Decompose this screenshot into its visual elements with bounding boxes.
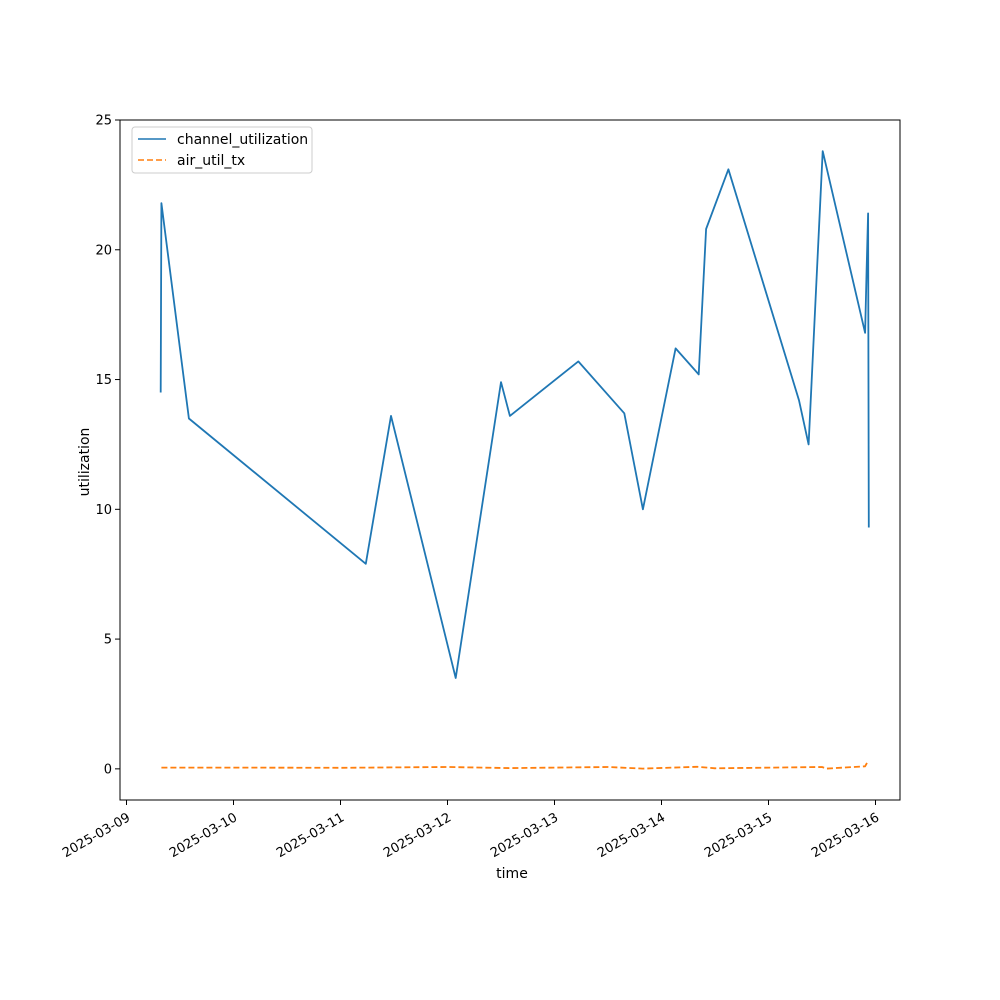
legend: channel_utilization air_util_tx [131, 126, 313, 174]
legend-label-air-util-tx: air_util_tx [177, 153, 245, 169]
y-tick-label: 10 [95, 503, 112, 518]
series-line-channel-utilization [159, 150, 870, 679]
y-tick-label: 15 [95, 373, 112, 388]
series-layer [159, 150, 870, 770]
legend-label-channel-utilization: channel_utilization [177, 132, 308, 148]
y-axis-label: utilization [77, 428, 93, 497]
y-axis: 0 5 10 15 20 25 [95, 114, 120, 777]
axes-frame [119, 119, 901, 801]
y-tick-label: 5 [104, 633, 112, 648]
y-tick-label: 25 [95, 114, 112, 129]
x-axis-label: time [496, 866, 528, 882]
y-tick-label: 20 [95, 243, 112, 258]
y-tick-label: 0 [104, 762, 112, 777]
plot-area [119, 119, 901, 801]
legend-box [131, 126, 313, 174]
series-line-air-util-tx [161, 761, 869, 770]
